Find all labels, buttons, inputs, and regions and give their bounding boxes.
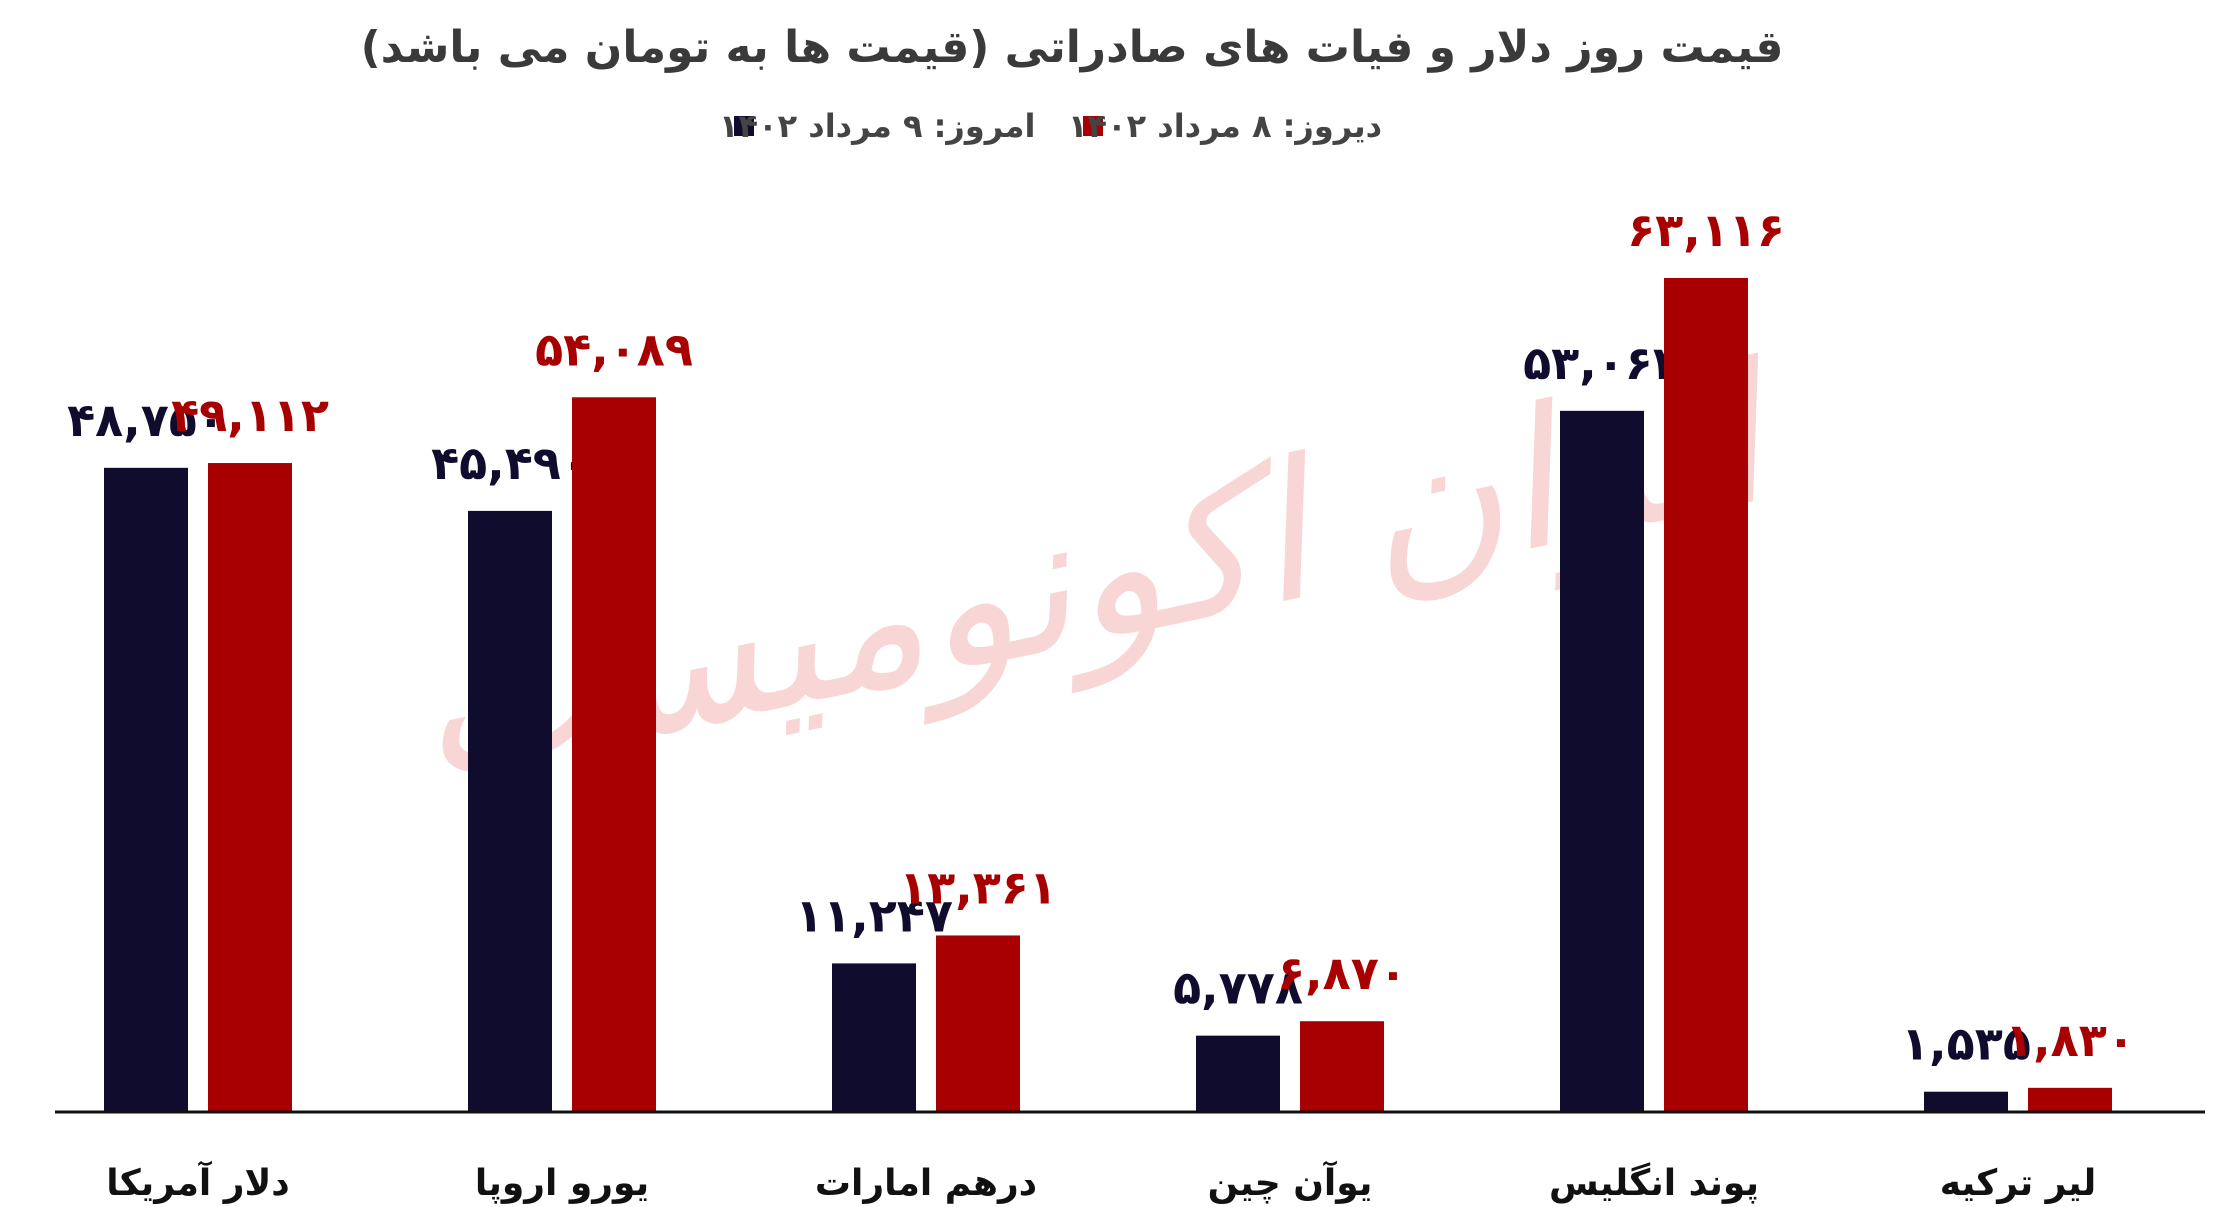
data-label-today: ۵۳,۰۶۳ bbox=[1523, 336, 1681, 390]
bar-yesterday bbox=[1664, 278, 1748, 1112]
category-label: لیر ترکیه bbox=[1940, 1163, 2097, 1204]
bar-yesterday bbox=[208, 463, 292, 1113]
legend-swatch-1 bbox=[1083, 116, 1103, 136]
bar-today bbox=[1196, 1035, 1280, 1112]
data-label-yesterday: ۵۴,۰۸۹ bbox=[535, 322, 693, 376]
data-label-today: ۵,۷۷۸ bbox=[1173, 961, 1303, 1015]
data-label-today: ۴۸,۷۵۰ bbox=[67, 393, 225, 447]
legend-label-1: دیروز: ۸ مرداد ۱۴۰۲ bbox=[1068, 107, 1382, 145]
bar-today bbox=[104, 467, 188, 1112]
data-label-yesterday: ۴۹,۱۱۲ bbox=[171, 388, 329, 442]
bar-today bbox=[832, 963, 916, 1112]
chart-title: قیمت روز دلار و فیات های صادراتی (قیمت ه… bbox=[361, 22, 1784, 73]
bar-today bbox=[1924, 1091, 2008, 1112]
category-label: دلار آمریکا bbox=[106, 1160, 290, 1204]
bar-yesterday bbox=[2028, 1087, 2112, 1112]
data-label-yesterday: ۶۳,۱۱۶ bbox=[1627, 203, 1785, 257]
data-label-yesterday: ۱,۸۳۰ bbox=[2005, 1013, 2135, 1067]
bar-today bbox=[1560, 410, 1644, 1112]
data-label-today: ۱۱,۲۴۷ bbox=[795, 888, 953, 942]
data-label-today: ۴۵,۴۹۰ bbox=[431, 436, 589, 490]
category-label: یورو اروپا bbox=[475, 1163, 649, 1204]
category-label: درهم امارات bbox=[815, 1163, 1037, 1204]
category-label: یوآن چین bbox=[1208, 1160, 1373, 1204]
bar-group: ۴۵,۴۹۰ ۵۴,۰۸۹ یورو اروپا bbox=[431, 322, 693, 1204]
bar-today bbox=[468, 510, 552, 1112]
bar-yesterday bbox=[936, 935, 1020, 1112]
legend-label-2: امروز: ۹ مرداد ۱۴۰۲ bbox=[719, 107, 1035, 145]
legend: دیروز: ۸ مرداد ۱۴۰۲ امروز: ۹ مرداد ۱۴۰۲ bbox=[719, 107, 1382, 145]
legend-swatch-2 bbox=[734, 116, 754, 136]
category-label: پوند انگلیس bbox=[1549, 1162, 1759, 1204]
bar-yesterday bbox=[1300, 1021, 1384, 1112]
bar-group: ۵۳,۰۶۳ ۶۳,۱۱۶ پوند انگلیس bbox=[1523, 203, 1785, 1204]
data-label-yesterday: ۱۳,۳۶۱ bbox=[899, 860, 1057, 914]
bar-yesterday bbox=[572, 397, 656, 1113]
data-label-yesterday: ۶,۸۷۰ bbox=[1277, 946, 1407, 1000]
data-label-today: ۱,۵۳۵ bbox=[1901, 1017, 2031, 1071]
